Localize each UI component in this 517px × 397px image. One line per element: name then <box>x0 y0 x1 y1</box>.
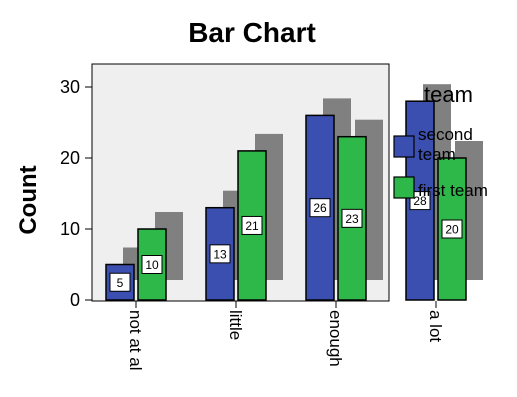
data-label: 20 <box>445 223 459 237</box>
data-label-box <box>241 215 263 235</box>
y-tick-label: 0 <box>70 290 80 310</box>
data-label: 28 <box>413 194 427 208</box>
y-axis-label: Count <box>15 165 42 234</box>
legend-label: first team <box>418 181 488 200</box>
legend-label: team <box>418 145 456 164</box>
chart-title: Bar Chart <box>188 17 316 48</box>
legend-swatch <box>393 135 415 158</box>
data-label: 10 <box>145 258 159 272</box>
y-tick-label: 10 <box>60 219 80 239</box>
data-label: 13 <box>213 247 227 261</box>
y-tick-label: 30 <box>60 77 80 97</box>
data-label: 26 <box>313 201 327 215</box>
data-label-box <box>209 244 231 264</box>
data-label: 23 <box>345 212 359 226</box>
data-label-box <box>409 191 431 211</box>
data-label-box <box>141 255 163 274</box>
x-tick-label: little <box>226 310 245 340</box>
y-tick-label: 20 <box>60 148 80 168</box>
data-label: 21 <box>245 219 259 233</box>
legend-label: second <box>418 125 473 144</box>
x-tick-label: a lot <box>426 310 445 342</box>
axis-layer: 0 10 20 30 not at al little enough a lot <box>60 77 445 371</box>
x-tick-label: enough <box>326 310 345 367</box>
data-label-box <box>309 198 331 218</box>
data-label-box <box>441 219 463 239</box>
legend-swatch <box>393 176 415 199</box>
x-tick-label: not at al <box>126 310 145 371</box>
legend-title: team <box>424 82 473 107</box>
data-label: 5 <box>117 276 124 290</box>
data-label-layer: 5 10 13 21 26 23 28 20 <box>109 191 463 292</box>
data-label-box <box>341 208 363 228</box>
data-label-box <box>109 272 131 292</box>
